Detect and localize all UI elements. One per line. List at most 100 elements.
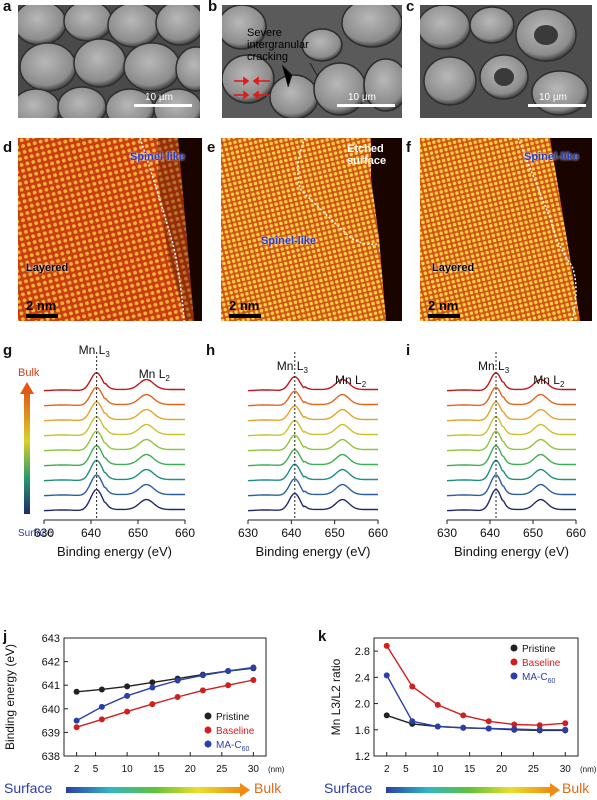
depth-bar-j: Surface Bulk: [4, 780, 294, 798]
eels-trace: [446, 474, 576, 497]
data-point: [250, 664, 257, 671]
panel-label-j: j: [3, 628, 8, 645]
scale-label-b: 10 µm: [348, 92, 376, 103]
eels-plot-i: 630 640 650 660 Binding energy (eV) Mn L3 Mn L…: [437, 352, 586, 559]
data-point: [199, 672, 206, 679]
y-tick-label: 643: [42, 633, 60, 645]
data-point: [225, 682, 232, 689]
panel-label-d: d: [3, 139, 13, 156]
data-point: [536, 726, 543, 733]
eels-trace: [43, 415, 185, 437]
peak-label-sub: 2: [362, 380, 367, 389]
y-tick-label: 641: [42, 680, 60, 692]
series-line: [386, 675, 566, 731]
y-tick-label: 2.4: [355, 672, 370, 684]
data-point: [98, 716, 105, 723]
eels-trace: [43, 430, 185, 452]
eels-trace: [247, 478, 378, 497]
label-spinel-d: Spinel-like: [130, 151, 186, 163]
x-unit-label: (nm): [580, 765, 597, 774]
legend-marker: [204, 740, 212, 748]
data-point: [73, 724, 80, 731]
label-layered-f: Layered: [432, 262, 475, 274]
x-axis-label: Binding energy (eV): [256, 544, 371, 559]
legend-label: Pristine: [216, 712, 250, 723]
peak-label-sub: 2: [165, 374, 170, 383]
y-axis-label: Binding energy (eV): [3, 644, 17, 750]
data-point: [409, 718, 416, 725]
eels-trace: [446, 488, 576, 512]
data-point: [174, 694, 181, 700]
panel-label-b: b: [208, 0, 218, 15]
x-tick-label: 660: [566, 526, 586, 540]
data-point: [460, 724, 467, 731]
scale-bar-b: [337, 104, 395, 107]
y-tick-label: 640: [42, 704, 60, 716]
depth-gradient-bar: [24, 392, 30, 514]
x-tick-label: 630: [437, 526, 457, 540]
data-point: [250, 677, 257, 684]
x-axis-label: Binding energy (eV): [57, 544, 172, 559]
x-tick-label: 20: [185, 764, 197, 775]
data-point: [73, 717, 80, 724]
depth-bar-k-surface: Surface: [324, 780, 373, 796]
panel-label-e: e: [207, 139, 216, 156]
crack-arrows: [234, 76, 270, 100]
data-point: [434, 723, 441, 730]
peak-label-sub: 3: [505, 366, 510, 375]
data-point: [409, 683, 416, 690]
x-tick-label: 640: [480, 526, 500, 540]
scale-bar-c: [528, 104, 586, 107]
data-point: [383, 712, 390, 719]
series-line: [76, 666, 254, 722]
label-layered-d: Layered: [26, 262, 69, 274]
label-spinel-f: Spinel-like: [524, 151, 580, 163]
scale-label-f: 2 nm: [428, 298, 459, 313]
eels-trace: [446, 372, 576, 392]
peak-label-mn-l2: Mn L2: [335, 373, 367, 389]
label-spinel-e: Spinel-like: [261, 235, 317, 247]
y-tick-label: 2.8: [355, 646, 370, 658]
data-point: [149, 701, 156, 708]
eels-trace: [247, 375, 378, 392]
x-tick-label: 20: [496, 764, 508, 775]
panel-label-g: g: [3, 342, 13, 359]
legend-sub: 60: [242, 746, 250, 753]
scale-label-a: 10 µm: [145, 92, 173, 103]
sem-image-b: Severe intergranular cracking 10 µm: [222, 5, 402, 118]
y-tick-label: 1.6: [355, 725, 370, 737]
peak-label-sub: 2: [560, 380, 565, 389]
peak-label-mn-l3: Mn L3: [79, 343, 111, 359]
stem-image-d: Spinel-like Layered 2 nm: [18, 138, 202, 321]
scale-label-c: 10 µm: [539, 92, 567, 103]
depth-bar-j-arrow-icon: [240, 783, 250, 797]
x-tick-label: 2: [384, 764, 390, 775]
data-point: [98, 686, 105, 693]
peak-label-mn-l2: Mn L2: [533, 373, 565, 389]
plot-frame: [373, 637, 579, 757]
x-axis-label: Binding energy (eV): [454, 544, 569, 559]
panel-label-f: f: [406, 139, 411, 156]
y-tick-label: 638: [42, 751, 60, 763]
x-tick-label: 30: [248, 764, 260, 775]
panel-label-h: h: [206, 342, 216, 359]
data-point: [383, 642, 390, 649]
legend-label: MA-C60: [216, 740, 249, 753]
eels-trace: [247, 419, 378, 437]
scale-bar-e: [229, 314, 261, 318]
peak-label-sub: 3: [105, 350, 110, 359]
data-point: [434, 701, 441, 708]
legend-sub: 60: [548, 678, 556, 685]
y-tick-label: 639: [42, 727, 60, 739]
peak-label-mn-l3: Mn L3: [478, 359, 510, 375]
data-point: [73, 688, 80, 695]
eels-trace: [247, 405, 378, 422]
x-tick-label: 5: [403, 764, 409, 775]
peak-label-mn-l2: Mn L2: [139, 367, 171, 383]
data-point: [485, 725, 492, 732]
eels-trace: [43, 371, 185, 392]
x-tick-label: 630: [34, 526, 54, 540]
legend-label: MA-C60: [522, 672, 555, 685]
